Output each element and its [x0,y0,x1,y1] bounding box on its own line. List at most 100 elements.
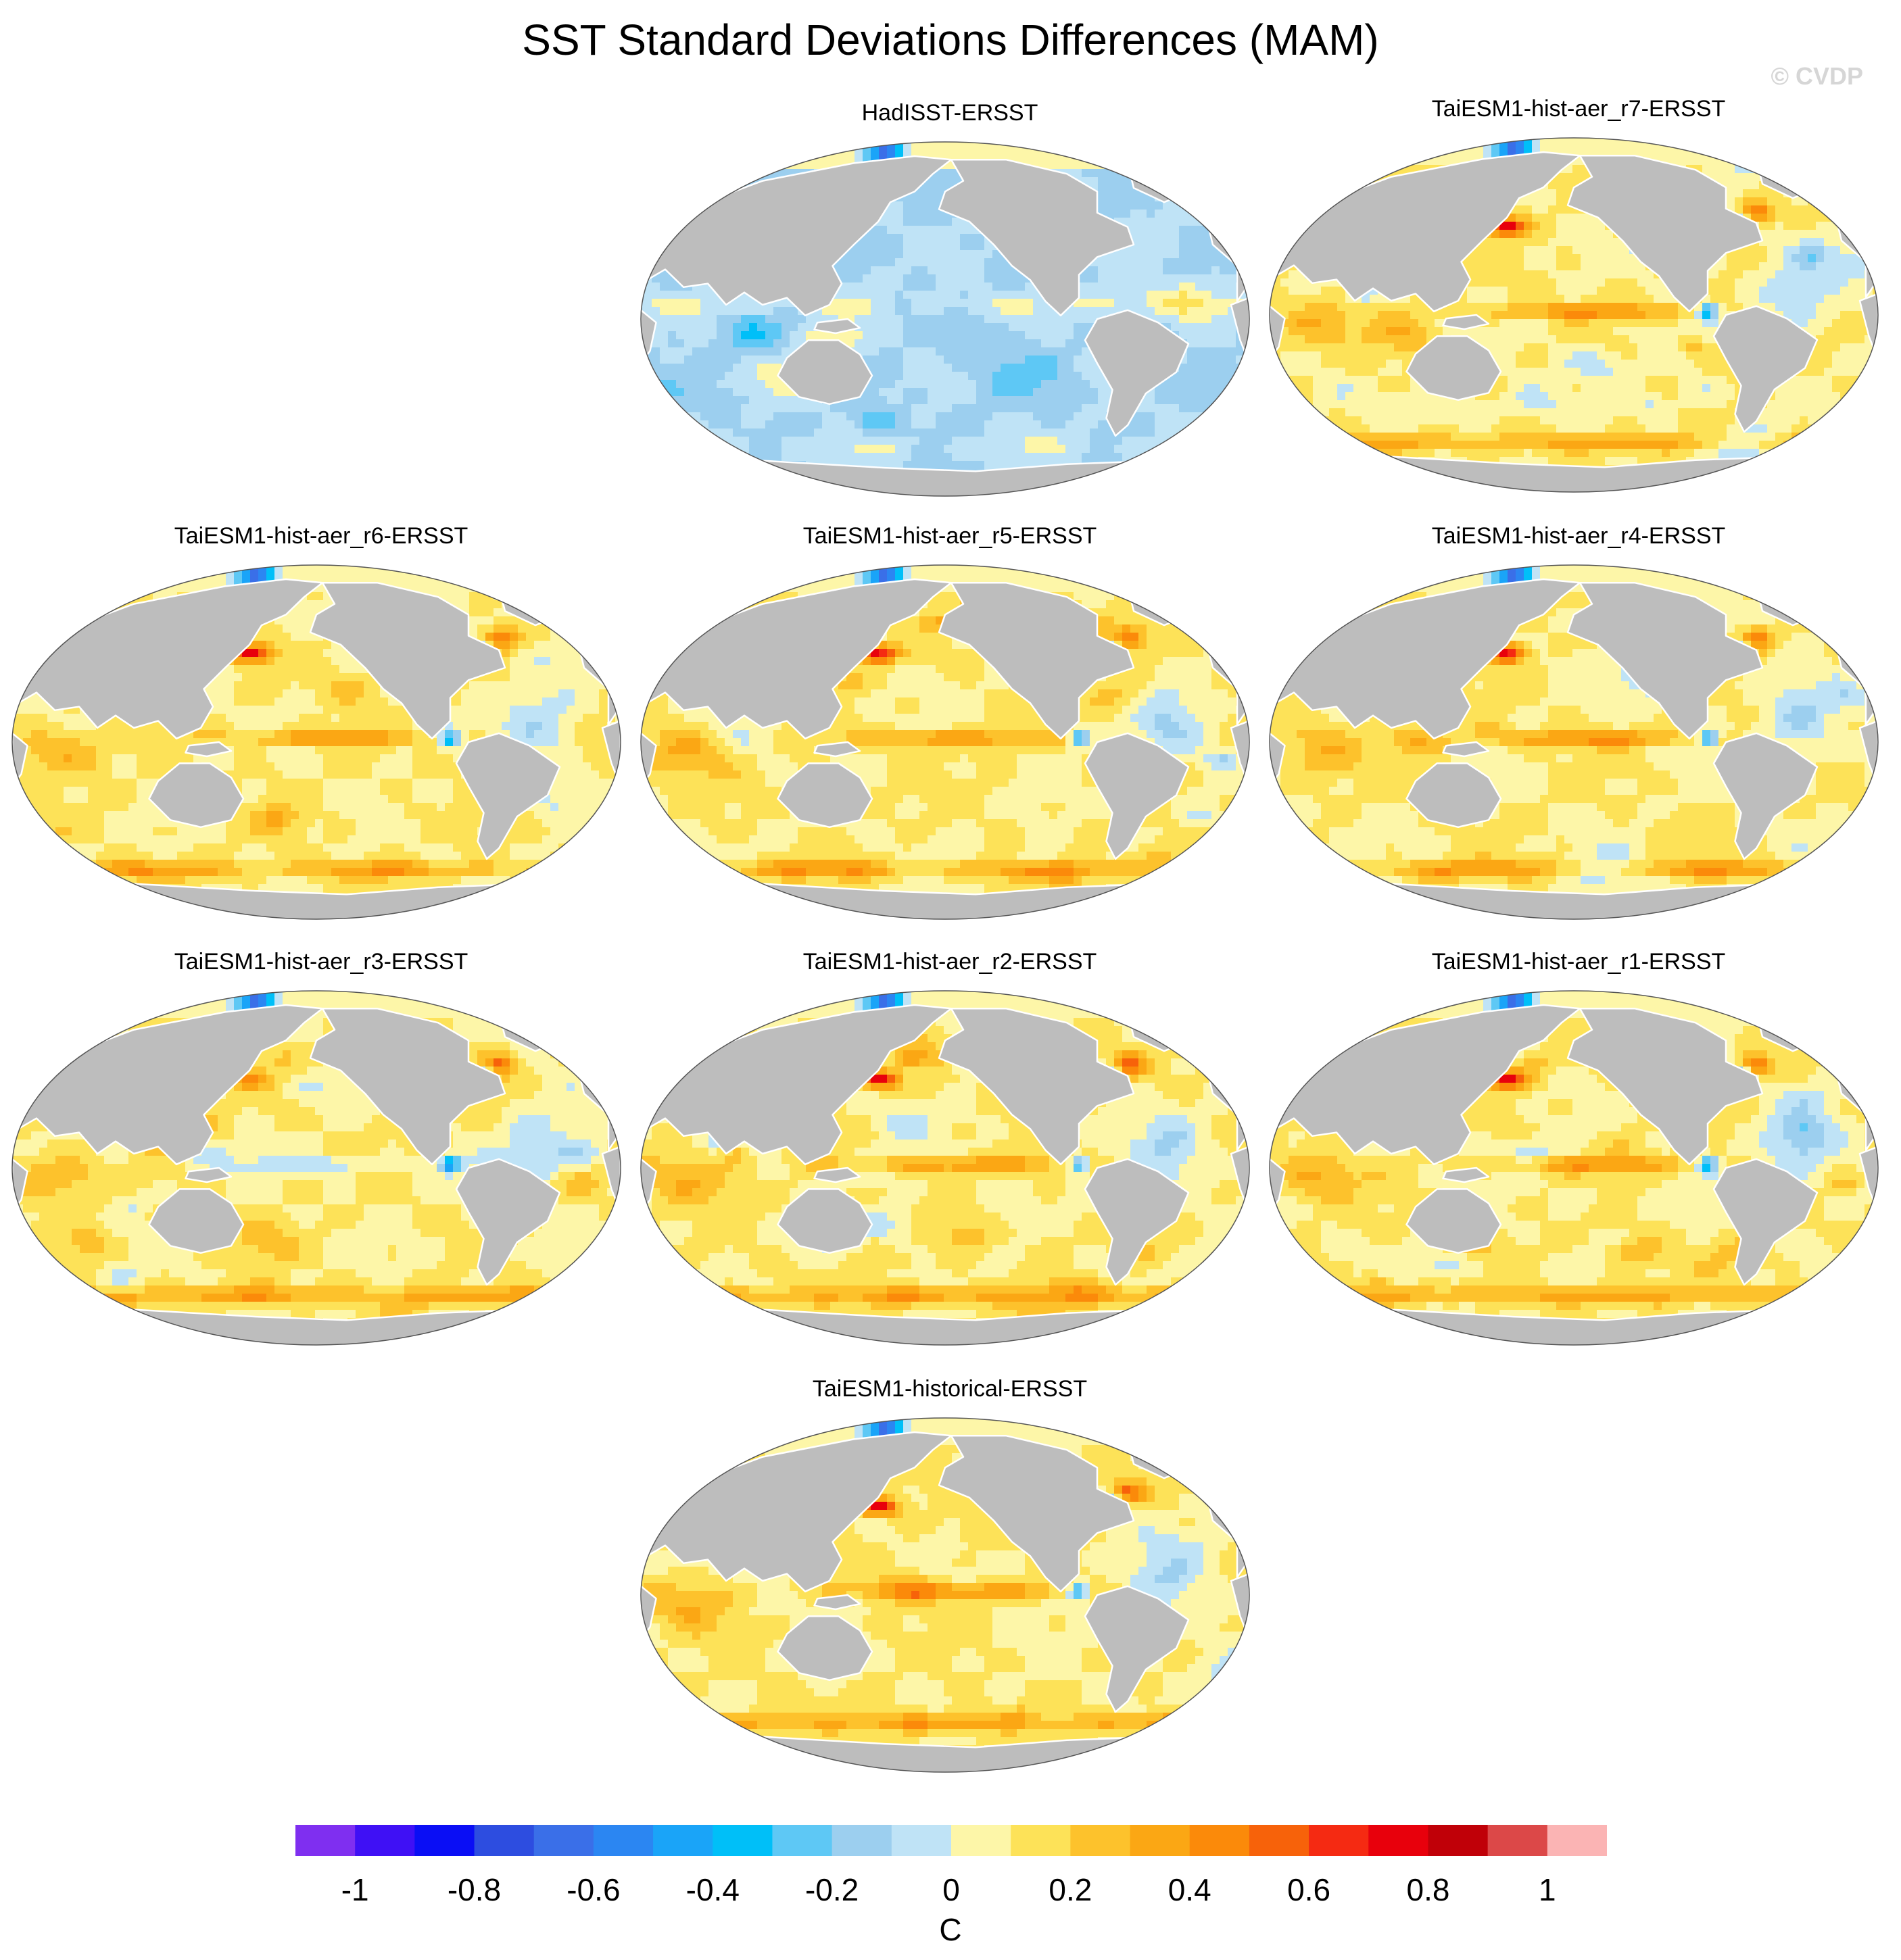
field-cell [1203,299,1212,308]
field-cell [1678,368,1687,376]
field-cell [749,347,758,356]
field-cell [887,380,896,389]
field-cell [1662,311,1670,320]
field-cell [1114,445,1123,454]
field-cell [911,412,920,421]
field-cell [1025,339,1034,348]
field-cell [1074,380,1082,389]
field-cell [660,356,669,364]
field-cell [1009,437,1017,445]
field-cell [1082,453,1090,462]
field-cell [725,364,733,372]
field-cell [1402,392,1411,401]
field-cell [936,453,944,462]
field-cell [1386,311,1395,320]
field-cell [1130,428,1139,437]
field-cell [1321,327,1330,336]
field-cell [928,258,936,267]
field-cell [1203,331,1212,340]
field-cell [1195,364,1204,372]
field-cell [895,274,904,283]
field-cell [1564,408,1573,417]
field-cell [1589,138,1597,141]
field-cell [1313,376,1322,385]
field-cell [1402,343,1411,352]
field-cell [960,364,969,372]
field-cell [1220,299,1228,308]
field-cell [1783,262,1792,271]
field-cell [1065,339,1074,348]
field-cell [1499,311,1508,320]
field-cell [1491,141,1500,149]
field-cell [790,331,798,340]
field-cell [1751,262,1760,271]
field-cell [1743,173,1752,182]
field-cell [1613,141,1622,149]
field-cell [1783,246,1792,255]
field-cell [952,283,961,291]
field-cell [1443,408,1451,417]
field-cell [1009,347,1017,356]
field-cell [1138,258,1147,267]
field-cell [1686,335,1695,344]
field-cell [806,445,815,454]
field-cell [1718,287,1727,295]
field-cell [1718,392,1727,401]
field-cell [1572,230,1581,239]
field-cell [1195,347,1204,356]
field-cell [887,234,896,243]
field-cell [1532,319,1541,328]
field-cell [1410,408,1419,417]
field-cell [1800,238,1808,247]
field-cell [1147,291,1155,299]
field-cell [700,315,709,324]
field-cell [1718,278,1727,287]
field-cell [1548,360,1557,368]
field-cell [1074,445,1082,454]
field-cell [1049,396,1058,405]
field-cell [1057,339,1066,348]
field-cell [1483,262,1492,271]
field-cell [903,242,912,251]
field-cell [1605,262,1614,271]
field-cell [1816,287,1825,295]
field-cell [741,420,750,429]
field-cell [1702,343,1711,352]
field-cell [1195,331,1204,340]
field-cell [1718,408,1727,417]
field-cell [1211,380,1220,389]
field-cell [1629,303,1638,312]
field-cell [1098,193,1107,202]
field-cell [919,412,928,421]
field-cell [790,404,798,413]
field-cell [1187,250,1196,259]
field-cell [1138,250,1147,259]
field-cell [1791,295,1800,303]
field-cell [676,396,685,405]
field-cell [1508,214,1516,222]
field-cell [652,307,660,316]
field-cell [1410,384,1419,393]
field-cell [984,380,993,389]
map-svg [1269,137,1879,493]
field-cell [1179,226,1188,235]
field-cell [1645,376,1654,385]
field-cell [765,315,774,324]
field-cell [984,420,993,429]
field-cell [992,356,1001,364]
field-cell [968,315,977,324]
field-cell [1775,254,1784,263]
field-cell [1195,356,1204,364]
field-cell [1783,222,1792,230]
field-cell [1467,327,1476,336]
field-cell [1564,270,1573,279]
field-cell [1187,323,1196,332]
field-cell [1727,189,1735,198]
field-cell [1122,201,1131,210]
field-cell [992,372,1001,381]
field-cell [1540,197,1549,206]
field-cell [1220,266,1228,275]
field-cell [1816,360,1825,368]
field-cell [1824,392,1833,401]
field-cell [1508,287,1516,295]
